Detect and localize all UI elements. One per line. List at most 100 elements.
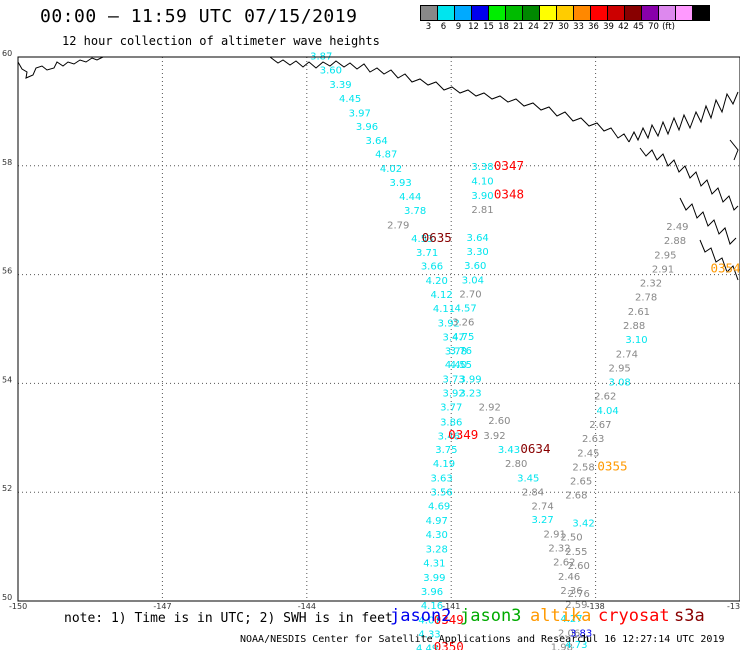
wave-height-value: 4.53 (411, 234, 433, 245)
wave-height-value: 2.61 (628, 307, 650, 318)
wave-height-value: 4.75 (452, 332, 474, 343)
wave-height-value: 2.95 (609, 363, 631, 374)
wave-height-value: 4.02 (380, 164, 402, 175)
wave-height-value: 2.50 (560, 533, 582, 544)
color-bar-label: 9 (455, 22, 462, 32)
wave-height-value: 3.78 (404, 206, 426, 217)
color-bar-label: 18 (498, 22, 509, 32)
wave-height-value: 3.92 (442, 388, 464, 399)
coastline-shape (729, 139, 739, 161)
lon-label: -141 (442, 602, 460, 611)
wave-height-value: 3.04 (462, 275, 484, 286)
map-frame (17, 56, 740, 602)
wave-height-value: 2.32 (548, 543, 570, 554)
coastline-shape (269, 56, 630, 143)
wave-height-value: 3.56 (430, 487, 452, 498)
wave-height-value: 2.68 (565, 491, 587, 502)
wave-height-value: 3.30 (467, 247, 489, 258)
page-subtitle: 12 hour collection of altimeter wave hei… (62, 34, 380, 48)
alaska-coastline (17, 56, 739, 281)
wave-height-value: 4.97 (426, 516, 448, 527)
wave-height-value: 4.69 (428, 502, 450, 513)
wave-height-value: 3.90 (471, 191, 493, 202)
wave-height-value: 2.49 (666, 222, 688, 233)
legend-jason2: jason2 (390, 606, 452, 626)
wave-height-value: 2.62 (553, 558, 575, 569)
wave-height-value: 4.11 (433, 304, 455, 315)
wave-height-value: 2.36 (560, 586, 582, 597)
wave-height-value: 3.76 (450, 346, 472, 357)
coastline-shape (699, 239, 739, 281)
wave-height-value: 2.92 (479, 403, 501, 414)
wave-height-value: 2.88 (623, 321, 645, 332)
color-bar-label: 39 (603, 22, 614, 32)
wave-height-value: 2.67 (589, 420, 611, 431)
wave-height-value: 2.45 (577, 448, 599, 459)
lat-lon-grid: 60 58 56 54 52 50-150 -147 -144 -141 -138 -13 (2, 49, 740, 611)
wave-height-value: 4.01 (418, 615, 440, 626)
wave-height-value: 4.73 (565, 640, 587, 650)
wave-height-value: 3.93 (390, 178, 412, 189)
credit-line: NOAA/NESDIS Center for Satellite Applica… (240, 634, 590, 645)
coastline-shape (639, 147, 739, 211)
pass-time-label: 0635 (422, 230, 452, 245)
wave-height-value: 2.95 (654, 250, 676, 261)
wave-height-value: 2.58 (572, 462, 594, 473)
wave-height-value: 4.33 (418, 629, 440, 640)
wave-height-value: 2.63 (582, 434, 604, 445)
wave-height-value: 1.98 (551, 643, 573, 650)
wave-height-value: 2.91 (652, 264, 674, 275)
wave-height-value: 2.81 (471, 205, 493, 216)
color-bar-label: 70 (648, 22, 659, 32)
color-bar (420, 5, 710, 21)
wave-height-value: 3.92 (483, 431, 505, 442)
wave-height-value: 3.23 (459, 388, 481, 399)
pass-time-label: 0349 (434, 612, 464, 627)
color-bar-label: 3 (425, 22, 432, 32)
color-bar-label: (ft) (662, 22, 675, 32)
lat-label: 60 (2, 49, 12, 58)
wave-height-value: 2.80 (505, 459, 527, 470)
coastline-shape (17, 56, 104, 79)
pass-time-label: 0634 (520, 441, 550, 456)
wave-height-value: 4.31 (423, 559, 445, 570)
legend-cryosat: cryosat (598, 606, 670, 626)
wave-height-value: 2.65 (570, 477, 592, 488)
wave-height-value: 3.26 (452, 318, 474, 329)
wave-height-value: 2.59 (565, 600, 587, 611)
wave-height-value: 2.91 (544, 529, 566, 540)
wave-height-value: 2.84 (522, 487, 544, 498)
lat-label: 52 (2, 484, 12, 493)
wave-height-value: 2.32 (640, 279, 662, 290)
wave-height-value: 3.92 (438, 318, 460, 329)
pass-time-labels: 0347034806350354034906340355034903500633 (422, 158, 740, 650)
wave-height-value: 3.99 (459, 374, 481, 385)
wave-height-value: 3.75 (435, 445, 457, 456)
wave-height-value: 2.88 (664, 236, 686, 247)
wave-height-value: 3.77 (440, 403, 462, 414)
wave-height-value: 3.46 (438, 431, 460, 442)
wave-height-value: 4.44 (399, 192, 421, 203)
wave-height-value: 4.87 (375, 150, 397, 161)
pass-time-label: 0350 (434, 639, 464, 650)
wave-height-value: 4.04 (597, 406, 619, 417)
wave-height-value: 3.96 (356, 122, 378, 133)
pass-time-label: 0349 (448, 427, 478, 442)
wave-height-value: 2.60 (488, 416, 510, 427)
wave-height-value: 3.96 (421, 587, 443, 598)
lat-label: 56 (2, 267, 12, 276)
wave-height-value: 3.60 (320, 65, 342, 76)
wave-height-value: 3.64 (365, 136, 387, 147)
wave-height-value: 4.12 (430, 290, 452, 301)
wave-height-value: 4.19 (433, 459, 455, 470)
pass-time-label: 0355 (597, 458, 627, 473)
color-bar-label: 30 (558, 22, 569, 32)
wave-height-value: 3.99 (423, 573, 445, 584)
wave-height-value: 3.47 (442, 332, 464, 343)
color-bar-label: 33 (573, 22, 584, 32)
wave-height-value: 3.64 (467, 233, 489, 244)
wave-height-value: 3.71 (416, 248, 438, 259)
wave-height-value: 4.45 (339, 94, 361, 105)
wave-height-value: 2.60 (568, 561, 590, 572)
